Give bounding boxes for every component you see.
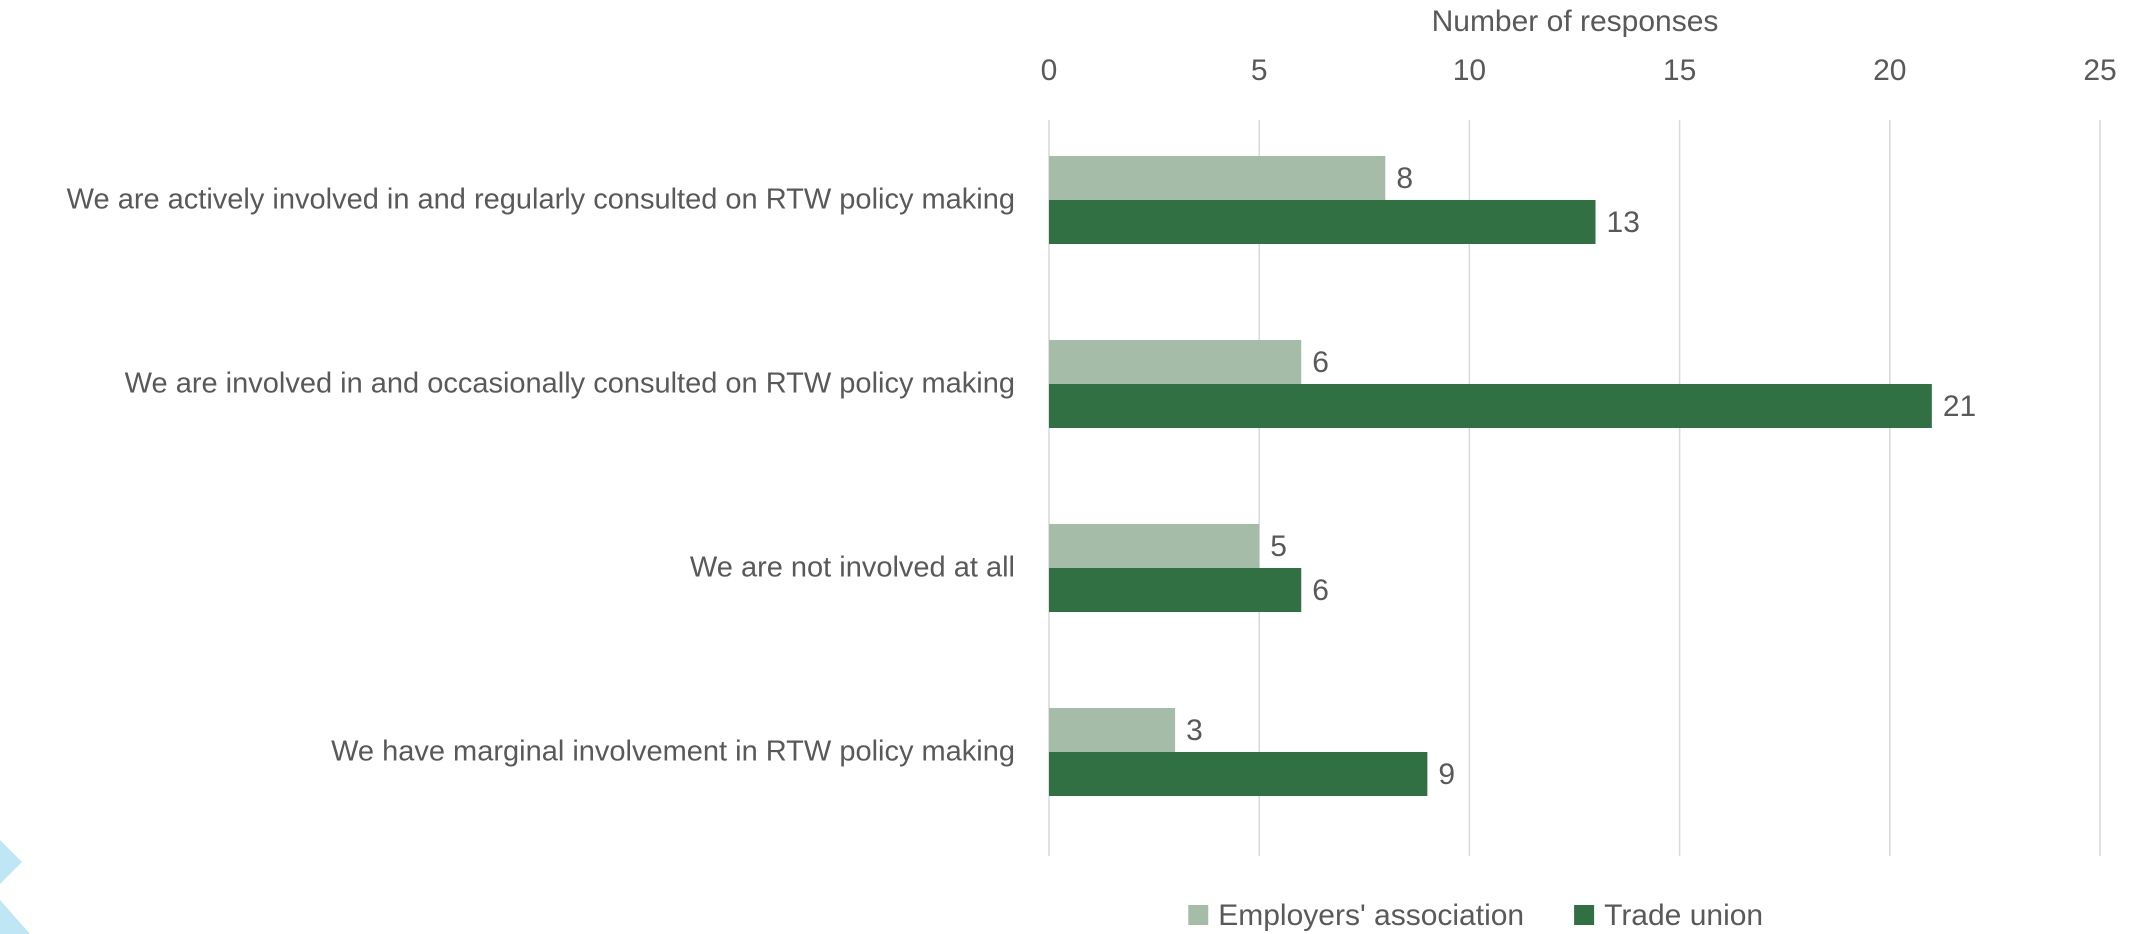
decoration xyxy=(0,900,30,934)
bar xyxy=(1049,524,1260,568)
data-label: 8 xyxy=(1396,162,1413,195)
bar xyxy=(1049,708,1176,752)
legend-swatch xyxy=(1188,905,1209,925)
data-label: 9 xyxy=(1438,758,1455,791)
bar xyxy=(1049,156,1386,200)
data-label: 5 xyxy=(1270,530,1287,563)
x-tick-label: 25 xyxy=(2083,54,2116,87)
y-tick-label: We are not involved at all xyxy=(689,551,1015,584)
bar xyxy=(1049,568,1302,612)
data-label: 6 xyxy=(1312,574,1329,607)
bar xyxy=(1049,340,1302,384)
data-label: 3 xyxy=(1186,714,1203,747)
x-tick-label: 15 xyxy=(1663,54,1696,87)
x-tick-label: 10 xyxy=(1453,54,1486,87)
data-label: 13 xyxy=(1607,206,1640,239)
bar xyxy=(1049,384,1932,428)
x-tick-label: 5 xyxy=(1251,54,1268,87)
y-tick-label: We are actively involved in and regularl… xyxy=(66,183,1015,216)
bar xyxy=(1049,752,1428,796)
data-label: 21 xyxy=(1943,390,1976,423)
y-tick-label: We are involved in and occasionally cons… xyxy=(124,367,1015,400)
x-axis-title: Number of responses xyxy=(1432,5,1719,38)
x-tick-label: 0 xyxy=(1041,54,1058,87)
bar xyxy=(1049,200,1596,244)
legend-label: Employers' association xyxy=(1218,899,1524,932)
y-tick-label: We have marginal involvement in RTW poli… xyxy=(331,735,1015,768)
legend-label: Trade union xyxy=(1604,899,1763,932)
decoration xyxy=(0,840,22,884)
x-tick-label: 20 xyxy=(1873,54,1906,87)
data-label: 6 xyxy=(1312,346,1329,379)
legend-swatch xyxy=(1574,905,1595,925)
